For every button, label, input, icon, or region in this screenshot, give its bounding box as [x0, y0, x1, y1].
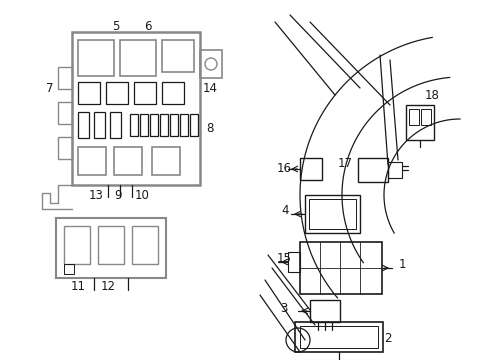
- Text: 3: 3: [280, 302, 287, 315]
- Bar: [64, 226, 90, 264]
- Text: 12: 12: [101, 279, 115, 292]
- Text: 10: 10: [134, 189, 149, 202]
- Bar: [305, 195, 359, 233]
- Bar: [58, 137, 72, 159]
- Bar: [170, 114, 178, 136]
- Text: 16: 16: [276, 162, 291, 175]
- Bar: [408, 109, 418, 125]
- Bar: [134, 82, 156, 104]
- Bar: [287, 252, 299, 272]
- Bar: [58, 67, 72, 89]
- Text: 15: 15: [276, 252, 291, 265]
- Bar: [98, 226, 124, 264]
- Text: 6: 6: [144, 19, 151, 32]
- Bar: [114, 147, 142, 175]
- Bar: [180, 114, 187, 136]
- Text: 11: 11: [70, 279, 85, 292]
- Bar: [200, 50, 222, 78]
- Bar: [420, 109, 430, 125]
- Bar: [130, 114, 138, 136]
- Bar: [152, 147, 180, 175]
- Bar: [78, 40, 114, 76]
- Bar: [357, 158, 387, 182]
- Bar: [106, 82, 128, 104]
- Text: 13: 13: [88, 189, 103, 202]
- Text: 18: 18: [424, 89, 439, 102]
- Bar: [94, 112, 105, 138]
- Bar: [405, 105, 433, 140]
- Text: 17: 17: [337, 157, 352, 170]
- Bar: [294, 322, 382, 352]
- Bar: [299, 158, 321, 180]
- Text: 14: 14: [202, 81, 217, 95]
- Text: 2: 2: [384, 332, 391, 345]
- Text: 4: 4: [281, 203, 288, 216]
- Text: 8: 8: [206, 122, 213, 135]
- Bar: [162, 40, 194, 72]
- Bar: [162, 82, 183, 104]
- Bar: [160, 114, 168, 136]
- Bar: [309, 300, 339, 322]
- Bar: [299, 326, 377, 348]
- Bar: [78, 112, 89, 138]
- Bar: [58, 102, 72, 124]
- Bar: [308, 199, 355, 229]
- Bar: [387, 162, 401, 178]
- Text: 5: 5: [112, 19, 120, 32]
- Bar: [56, 218, 165, 278]
- Bar: [132, 226, 158, 264]
- Bar: [64, 264, 74, 274]
- Bar: [78, 147, 106, 175]
- Bar: [72, 32, 200, 185]
- Bar: [150, 114, 158, 136]
- Bar: [140, 114, 148, 136]
- Bar: [110, 112, 121, 138]
- Text: 7: 7: [46, 81, 54, 95]
- Bar: [120, 40, 156, 76]
- Bar: [299, 242, 381, 294]
- Text: 1: 1: [397, 258, 405, 271]
- Bar: [190, 114, 198, 136]
- Text: 9: 9: [114, 189, 122, 202]
- Bar: [78, 82, 100, 104]
